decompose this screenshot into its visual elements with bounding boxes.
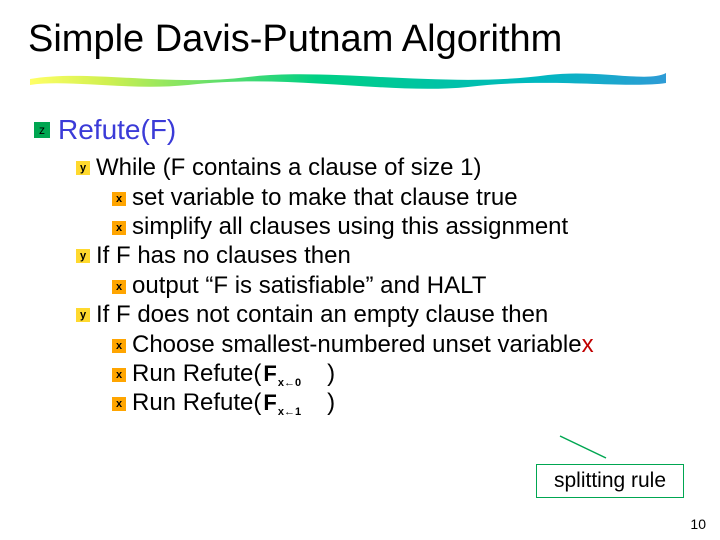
callout-splitting-rule: splitting rule xyxy=(536,464,684,498)
lvl2-text: While (F contains a clause of size 1) xyxy=(96,154,482,182)
lvl3-text: simplify all clauses using this assignme… xyxy=(132,213,568,241)
page-number: 10 xyxy=(690,516,706,532)
list-item-lvl2: y If F does not contain an empty clause … xyxy=(76,301,692,329)
formula-f-subscript: x←1 xyxy=(278,406,301,418)
lvl2-text: If F does not contain an empty clause th… xyxy=(96,301,548,329)
list-item-lvl3: x output “F is satisfiable” and HALT xyxy=(112,272,692,300)
run-refute-suffix: ) xyxy=(327,389,335,417)
variable-x: x xyxy=(582,331,594,359)
formula-f-symbol: F xyxy=(263,361,276,387)
slide-title: Simple Davis-Putnam Algorithm xyxy=(28,18,692,61)
bullet-lvl3-icon: x xyxy=(112,221,126,235)
bullet-lvl3-icon: x xyxy=(112,280,126,294)
bullet-lvl2-icon: y xyxy=(76,308,90,322)
list-item-lvl3: x Choose smallest-numbered unset variabl… xyxy=(112,331,692,359)
list-item-lvl3: x Run Refute( F x←0 ) xyxy=(112,360,692,388)
bullet-lvl3-icon: x xyxy=(112,192,126,206)
bullet-lvl2-icon: y xyxy=(76,161,90,175)
callout-arrow-icon xyxy=(554,432,614,462)
bullet-lvl3-icon: x xyxy=(112,339,126,353)
run-refute-prefix: Run Refute( xyxy=(132,389,261,417)
lvl3-text: Choose smallest-numbered unset variable … xyxy=(132,331,594,359)
list-item-lvl3: x Run Refute( F x←1 ) xyxy=(112,389,692,417)
lvl3-text: output “F is satisfiable” and HALT xyxy=(132,272,486,300)
lvl3-text: Run Refute( F x←0 ) xyxy=(132,360,335,388)
bullet-lvl1-icon: z xyxy=(34,122,50,138)
list-item-lvl2: y While (F contains a clause of size 1) xyxy=(76,154,692,182)
bullet-lvl3-icon: x xyxy=(112,397,126,411)
title-underline-brush xyxy=(28,67,668,89)
run-refute-suffix: ) xyxy=(327,360,335,388)
lvl2-text: If F has no clauses then xyxy=(96,242,351,270)
list-item-lvl3: x set variable to make that clause true xyxy=(112,184,692,212)
formula-f-x1: F x←1 xyxy=(263,390,301,416)
bullet-lvl2-icon: y xyxy=(76,249,90,263)
run-refute-prefix: Run Refute( xyxy=(132,360,261,388)
formula-f-subscript: x←0 xyxy=(278,377,301,389)
choose-text-prefix: Choose smallest-numbered unset variable xyxy=(132,331,582,359)
lvl3-text: set variable to make that clause true xyxy=(132,184,518,212)
list-item-lvl1: z Refute(F) xyxy=(34,114,692,146)
bullet-lvl3-icon: x xyxy=(112,368,126,382)
lvl3-text: Run Refute( F x←1 ) xyxy=(132,389,335,417)
lvl1-text: Refute(F) xyxy=(58,114,176,146)
content-area: z Refute(F) y While (F contains a clause… xyxy=(28,114,692,417)
list-item-lvl2: y If F has no clauses then xyxy=(76,242,692,270)
formula-f-x0: F x←0 xyxy=(263,361,301,387)
formula-f-symbol: F xyxy=(263,390,276,416)
list-item-lvl3: x simplify all clauses using this assign… xyxy=(112,213,692,241)
